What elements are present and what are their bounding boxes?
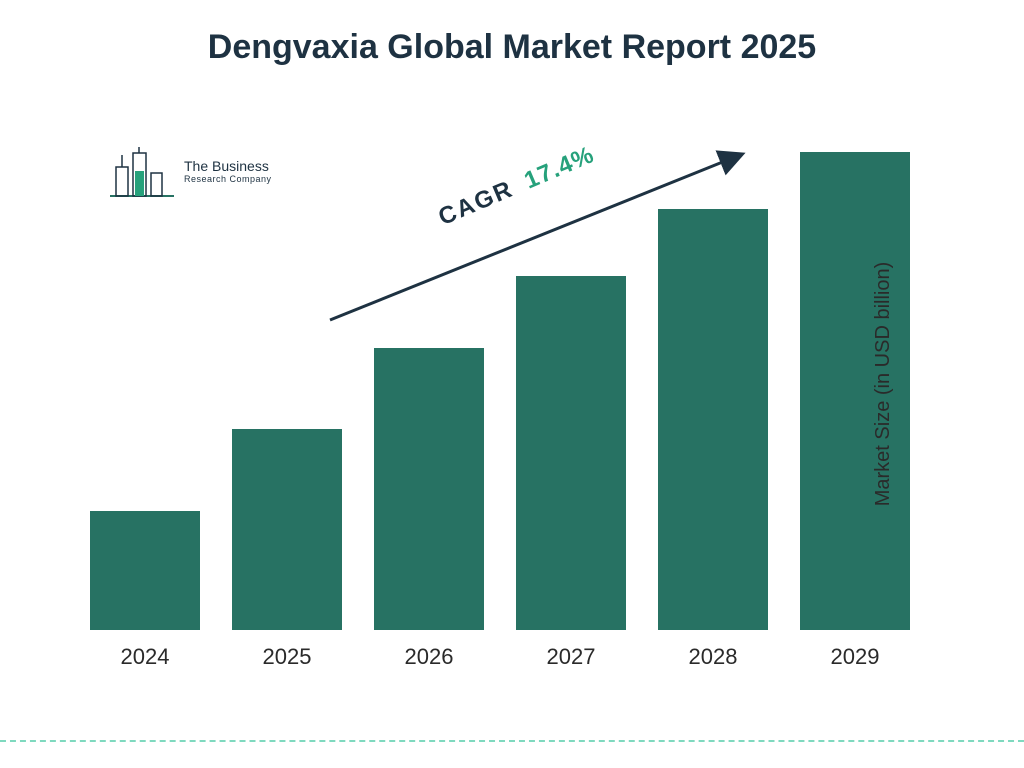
- bar-slot: [516, 276, 626, 630]
- bar: [90, 511, 200, 631]
- bar-slot: [658, 209, 768, 630]
- x-tick-label: 2028: [658, 644, 768, 670]
- chart-title: Dengvaxia Global Market Report 2025: [0, 28, 1024, 67]
- bar-slot: [232, 429, 342, 630]
- x-tick-label: 2025: [232, 644, 342, 670]
- page: Dengvaxia Global Market Report 2025 The …: [0, 0, 1024, 768]
- bar: [374, 348, 484, 630]
- bar-chart: 2024 2025 2026 2027 2028 2029: [90, 150, 910, 670]
- x-tick-label: 2029: [800, 644, 910, 670]
- x-tick-label: 2026: [374, 644, 484, 670]
- bars-container: [90, 150, 910, 630]
- bar: [516, 276, 626, 630]
- bar-slot: [374, 348, 484, 630]
- bar: [232, 429, 342, 630]
- bottom-divider: [0, 740, 1024, 742]
- bar: [658, 209, 768, 630]
- x-axis-labels: 2024 2025 2026 2027 2028 2029: [90, 644, 910, 670]
- y-axis-label: Market Size (in USD billion): [872, 262, 895, 507]
- x-tick-label: 2027: [516, 644, 626, 670]
- bar-slot: [90, 511, 200, 631]
- x-tick-label: 2024: [90, 644, 200, 670]
